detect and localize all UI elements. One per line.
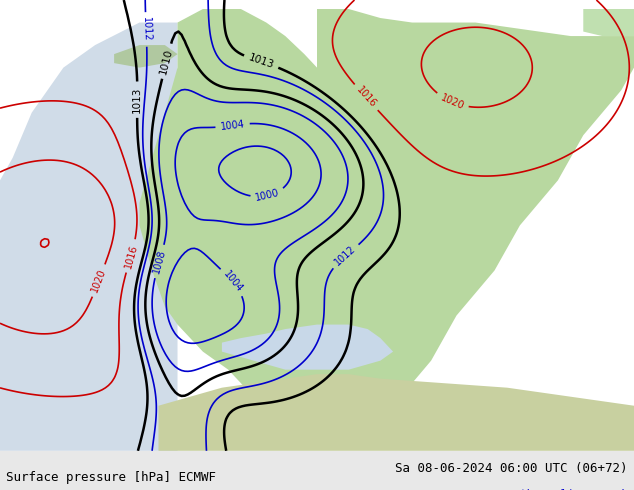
Text: 1012: 1012 [141, 17, 152, 42]
Text: 1004: 1004 [221, 269, 244, 294]
Text: 1013: 1013 [133, 86, 142, 113]
Text: Surface pressure [hPa] ECMWF: Surface pressure [hPa] ECMWF [6, 471, 216, 484]
Polygon shape [0, 23, 178, 451]
Text: Sa 08-06-2024 06:00 UTC (06+72): Sa 08-06-2024 06:00 UTC (06+72) [395, 463, 628, 475]
Text: 1020: 1020 [89, 267, 108, 294]
Text: 1012: 1012 [333, 244, 358, 268]
Polygon shape [158, 374, 634, 451]
Polygon shape [139, 9, 456, 428]
Text: 1013: 1013 [247, 52, 275, 71]
Polygon shape [583, 9, 634, 36]
Text: 1016: 1016 [354, 85, 378, 110]
Text: 1004: 1004 [220, 119, 245, 132]
Text: ©weatheronline.co.uk: ©weatheronline.co.uk [493, 489, 628, 490]
Bar [0, 451, 634, 490]
Polygon shape [114, 45, 178, 68]
Text: 1000: 1000 [255, 188, 281, 203]
Text: 1008: 1008 [151, 248, 167, 274]
Text: 1020: 1020 [439, 93, 465, 111]
Text: 1016: 1016 [123, 243, 139, 269]
Text: 1010: 1010 [158, 47, 174, 75]
Polygon shape [222, 324, 393, 369]
Polygon shape [317, 9, 634, 428]
